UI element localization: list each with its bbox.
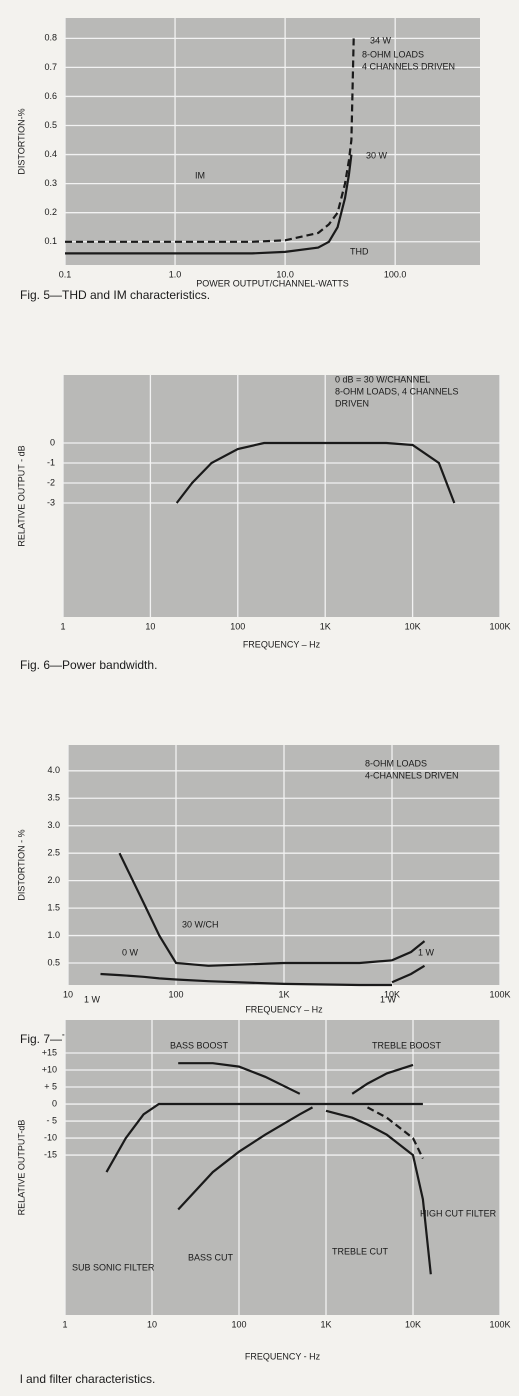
caption: l and filter characteristics. [20,1372,155,1386]
series-label: 30 W/CH [182,919,219,929]
annotation: 1 W [84,994,101,1004]
curve [325,1109,432,1275]
x-tick-label: 100K [489,621,510,631]
x-tick-label: 1 [62,1319,67,1329]
annotation: 8-OHM LOADS [365,758,427,768]
y-tick-label: -1 [47,457,55,467]
plot-area [65,18,480,265]
curve [105,1102,423,1173]
series-label: HIGH CUT FILTER [420,1208,497,1218]
x-tick-label: 100 [168,989,183,999]
series-label: TREBLE BOOST [372,1040,442,1050]
annotation: 4 CHANNELS DRIVEN [362,61,455,71]
x-tick-label: 1.0 [169,269,182,279]
y-tick-label: -10 [44,1132,57,1142]
series-label: IM [195,170,205,180]
caption: Fig. 5—THD and IM characteristics. [20,288,210,302]
y-tick-label: +10 [42,1064,57,1074]
x-tick-label: 100.0 [384,269,407,279]
x-tick-label: 100K [489,989,510,999]
x-tick-label: 1K [278,989,289,999]
annotation: 8-OHM LOADS, 4 CHANNELS [335,386,459,396]
y-tick-label: -3 [47,497,55,507]
y-tick-label: 1.5 [47,902,60,912]
curve [100,972,392,987]
x-tick-label: 10K [405,1319,421,1329]
series-label: BASS BOOST [170,1040,229,1050]
y-tick-label: 0 [50,437,55,447]
series-label: SUB SONIC FILTER [72,1262,155,1272]
y-tick-label: - 5 [46,1115,57,1125]
y-axis-label: RELATIVE OUTPUT - dB [16,445,26,546]
y-tick-label: 1.0 [47,930,60,940]
y-axis-label: DISTORTION-% [16,108,26,174]
y-tick-label: 2.0 [47,875,60,885]
curve [391,964,426,984]
y-tick-label: + 5 [44,1081,57,1091]
plot-area [63,375,500,617]
y-tick-label: 0 [52,1098,57,1108]
annotation: 4-CHANNELS DRIVEN [365,770,459,780]
x-axis-label: FREQUENCY – Hz [245,1004,323,1014]
annotation: DRIVEN [335,398,369,408]
series-label: 1 W [418,947,435,957]
x-axis-label: POWER OUTPUT/CHANNEL-WATTS [196,278,349,288]
y-tick-label: -2 [47,477,55,487]
y-axis-label: RELATIVE OUTPUT-dB [16,1120,26,1216]
curve [65,154,353,255]
x-tick-label: 10.0 [276,269,294,279]
curve [178,1062,301,1095]
x-tick-label: 0.1 [59,269,72,279]
annotation: 34 W [370,35,392,45]
y-tick-label: 0.3 [44,178,57,188]
x-tick-label: 10 [147,1319,157,1329]
x-tick-label: 1K [320,621,331,631]
y-tick-label: 0.6 [44,91,57,101]
y-tick-label: 2.5 [47,848,60,858]
y-tick-label: 0.2 [44,207,57,217]
x-axis-label: FREQUENCY - Hz [245,1351,321,1361]
x-tick-label: 1 [60,621,65,631]
x-tick-label: 10K [405,621,421,631]
y-tick-label: 0.1 [44,236,57,246]
series-label: 0 W [122,947,139,957]
y-tick-label: 0.7 [44,62,57,72]
x-tick-label: 10 [63,989,73,999]
x-tick-label: 100K [489,1319,510,1329]
y-tick-label: +15 [42,1047,57,1057]
y-tick-label: 4.0 [47,765,60,775]
curve [175,441,456,504]
y-tick-label: 3.5 [47,793,60,803]
annotation: 1 W [380,994,397,1004]
y-tick-label: 0.5 [44,120,57,130]
y-tick-label: -15 [44,1149,57,1159]
x-tick-label: 10 [145,621,155,631]
series-label: TREBLE CUT [332,1246,389,1256]
curve [65,38,355,243]
curve [366,1106,424,1159]
y-tick-label: 0.5 [47,957,60,967]
y-tick-label: 0.8 [44,33,57,43]
x-tick-label: 100 [231,1319,246,1329]
x-tick-label: 100 [230,621,245,631]
curve [118,852,426,967]
curve [177,1106,314,1211]
series-label: THD [350,246,369,256]
annotation: 8-OHM LOADS [362,49,424,59]
annotation: 0 dB = 30 W/CHANNEL [335,374,430,384]
x-tick-label: 1K [320,1319,331,1329]
y-tick-label: 0.4 [44,149,57,159]
plot-area [65,1020,500,1315]
annotation: 30 W [366,150,388,160]
caption: Fig. 6—Power bandwidth. [20,658,157,672]
x-tick-label: 10K [384,989,400,999]
series-label: BASS CUT [188,1252,234,1262]
y-tick-label: 3.0 [47,820,60,830]
x-axis-label: FREQUENCY – Hz [243,639,321,649]
y-axis-label: DISTORTION - % [16,829,26,900]
